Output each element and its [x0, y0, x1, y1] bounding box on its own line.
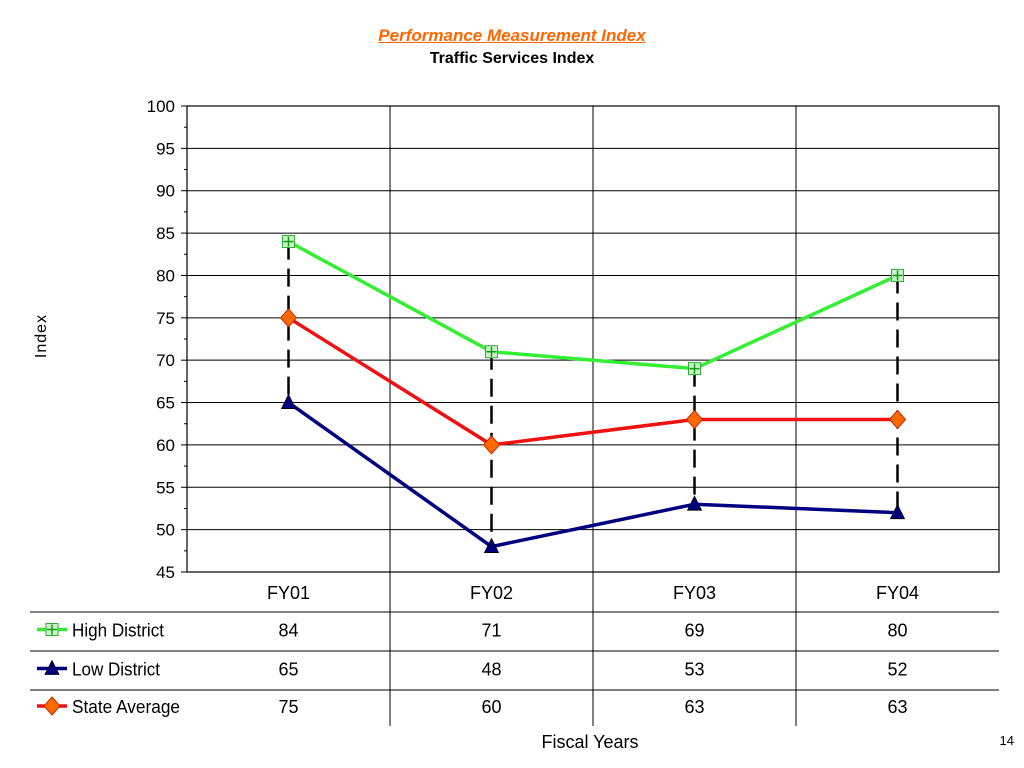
y-tick-label: 60 — [156, 436, 175, 455]
y-tick-label: 100 — [147, 97, 175, 116]
y-tick-label: 85 — [156, 224, 175, 243]
series-line-low-district — [287, 401, 898, 549]
y-tick-label: 65 — [156, 394, 175, 413]
data-point-state-average — [279, 308, 298, 328]
table-cell: 63 — [684, 697, 704, 717]
x-tick-label: FY04 — [876, 583, 919, 603]
x-axis-label: Fiscal Years — [541, 732, 639, 752]
x-tick-label: FY03 — [673, 583, 716, 603]
table-cell: 80 — [887, 621, 907, 641]
data-point-low-district — [686, 495, 703, 511]
legend-key-marker-low-district — [44, 659, 60, 675]
table-cell: 75 — [278, 697, 298, 717]
y-tick-label: 45 — [156, 563, 175, 582]
table-cell: 52 — [887, 660, 907, 680]
series-line-high-district — [287, 240, 899, 371]
series-line-state-average — [287, 316, 898, 447]
legend-label-high-district: High District — [72, 621, 164, 641]
table-cell: 63 — [887, 697, 907, 717]
data-point-state-average — [482, 435, 501, 455]
table-cell: 65 — [278, 660, 298, 680]
x-tick-label: FY02 — [470, 583, 513, 603]
table-cell: 84 — [278, 621, 298, 641]
data-point-state-average — [685, 409, 704, 430]
y-tick-label: 75 — [156, 309, 175, 328]
data-point-state-average — [888, 409, 907, 430]
legend-key-marker-state-average — [43, 696, 61, 716]
table-cell: 48 — [481, 660, 501, 680]
y-tick-label: 80 — [156, 266, 175, 285]
data-point-low-district — [280, 393, 297, 409]
y-tick-label: 90 — [156, 182, 175, 201]
legend-label-state-average: State Average — [72, 697, 180, 717]
y-tick-label: 55 — [156, 478, 175, 497]
chart-subtitle: Traffic Services Index — [429, 50, 595, 67]
data-point-low-district — [889, 503, 906, 520]
table-cell: 60 — [481, 697, 501, 717]
x-tick-label: FY01 — [267, 583, 310, 603]
y-tick-label: 95 — [156, 139, 175, 158]
table-cell: 53 — [684, 660, 704, 680]
y-tick-label: 50 — [156, 521, 175, 540]
table-cell: 69 — [684, 621, 704, 641]
y-tick-label: 70 — [156, 351, 175, 370]
data-point-low-district — [483, 537, 500, 553]
legend-label-low-district: Low District — [72, 660, 160, 680]
chart-title: Performance Measurement Index — [378, 26, 646, 45]
table-cell: 71 — [481, 621, 501, 641]
page-number: 14 — [999, 733, 1014, 748]
